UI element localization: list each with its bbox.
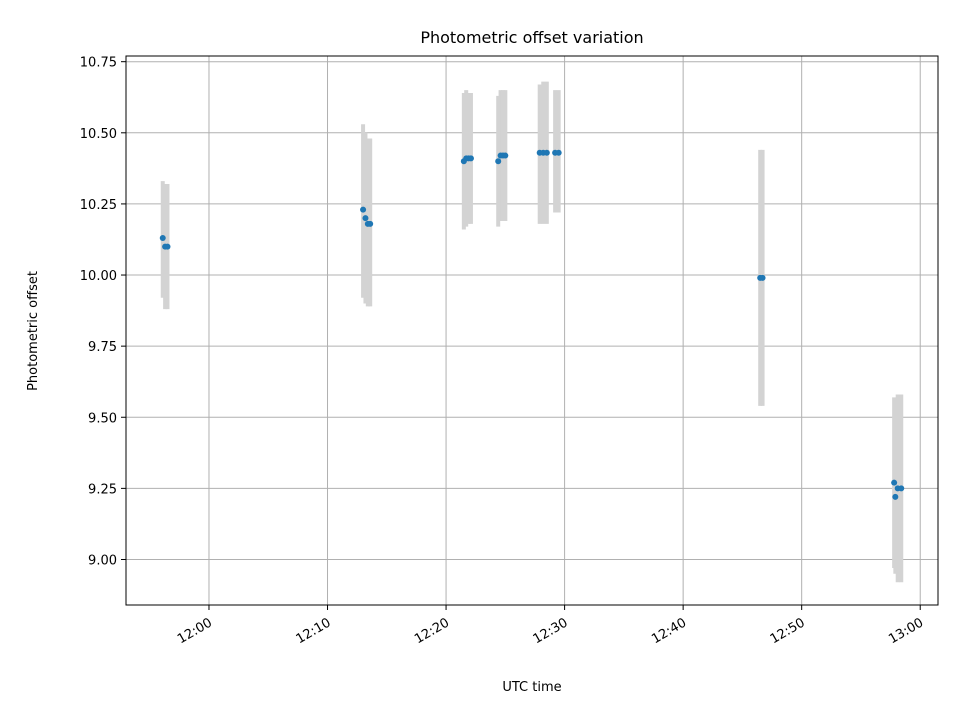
x-tick-label: 12:40 [649,615,689,647]
x-tick-label: 12:50 [768,615,808,647]
x-tick-label: 12:00 [175,615,215,647]
y-axis: 9.00 9.25 9.50 9.75 10.00 10.25 10.50 10.75 [80,56,126,568]
data-point [467,155,474,162]
data-point [555,149,562,156]
y-tick-label: 10.25 [80,198,117,213]
data-point [502,152,509,159]
errorbars [160,81,904,583]
x-tick-label: 12:30 [531,615,571,647]
x-tick-label: 12:10 [294,615,334,647]
x-axis-label: UTC time [502,680,561,695]
y-axis-label: Photometric offset [26,271,41,391]
data-point [892,493,899,500]
x-tick-label: 13:00 [886,615,926,647]
data-point [164,243,171,250]
x-axis: 12:00 12:10 12:20 12:30 12:40 12:50 13:00 [175,605,926,647]
data-point [495,158,502,165]
plot-frame [125,55,939,606]
data-point [367,220,374,227]
data-point [543,149,550,156]
data-point [360,206,367,213]
y-tick-label: 9.75 [88,340,117,355]
y-tick-label: 10.00 [80,269,117,284]
x-tick-label: 12:20 [412,615,452,647]
data-point [891,479,898,486]
y-tick-label: 10.75 [80,56,117,71]
grid [126,56,938,605]
data-point [898,485,905,492]
data-point [759,274,766,281]
y-tick-label: 9.00 [88,553,117,568]
y-tick-label: 10.50 [80,127,117,142]
chart-title: Photometric offset variation [420,28,643,47]
data-point [159,235,166,242]
data-point [362,215,369,222]
y-tick-label: 9.25 [88,482,117,497]
data-points [159,149,905,500]
y-tick-label: 9.50 [88,411,117,426]
